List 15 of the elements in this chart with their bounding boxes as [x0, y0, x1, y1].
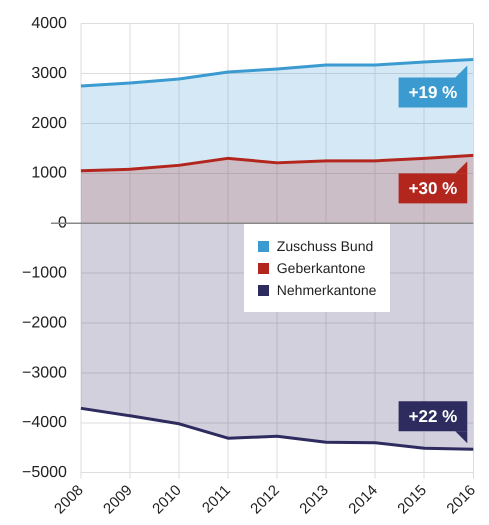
legend-label: Geberkantone: [276, 260, 366, 276]
y-tick-label: −4000: [22, 414, 68, 432]
y-tick-label: −2000: [22, 314, 68, 332]
y-tick-label: 3000: [31, 64, 68, 82]
legend-label: Zuschuss Bund: [276, 238, 374, 254]
legend-label: Nehmerkantone: [276, 282, 376, 298]
y-tick-label: −1000: [22, 264, 68, 282]
y-tick-label: −3000: [22, 364, 68, 382]
annotation: +30 %: [408, 179, 458, 198]
y-tick-label: −5000: [22, 464, 68, 482]
y-tick-label: 2000: [31, 114, 68, 132]
annotation: +22 %: [408, 406, 458, 426]
y-tick-label: 4000: [31, 15, 68, 32]
y-tick-label: 1000: [31, 164, 68, 182]
annotation: +19 %: [408, 83, 458, 102]
